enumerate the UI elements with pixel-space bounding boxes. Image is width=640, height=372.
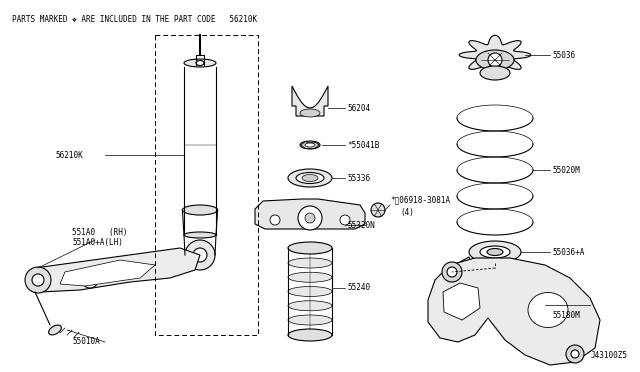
Text: 55240: 55240	[347, 283, 370, 292]
Ellipse shape	[182, 205, 218, 215]
Circle shape	[32, 274, 44, 286]
Polygon shape	[443, 283, 480, 320]
Circle shape	[193, 248, 207, 262]
Ellipse shape	[184, 59, 216, 67]
Ellipse shape	[300, 109, 320, 117]
Ellipse shape	[302, 174, 318, 182]
Polygon shape	[459, 35, 531, 75]
Ellipse shape	[305, 143, 315, 147]
Text: 55010A: 55010A	[72, 337, 100, 346]
Circle shape	[270, 215, 280, 225]
Polygon shape	[428, 258, 600, 365]
Polygon shape	[292, 86, 328, 116]
Polygon shape	[255, 199, 365, 229]
Ellipse shape	[476, 50, 514, 70]
Ellipse shape	[296, 173, 324, 183]
Text: *55041B: *55041B	[347, 141, 380, 150]
Ellipse shape	[528, 292, 568, 327]
Ellipse shape	[487, 248, 503, 256]
Text: 56210K: 56210K	[55, 151, 83, 160]
Ellipse shape	[480, 66, 510, 80]
Circle shape	[371, 203, 385, 217]
Polygon shape	[60, 260, 155, 286]
Circle shape	[298, 206, 322, 230]
Text: (4): (4)	[400, 208, 414, 217]
Ellipse shape	[184, 232, 216, 238]
Ellipse shape	[288, 242, 332, 254]
Text: 55036: 55036	[552, 51, 575, 60]
Ellipse shape	[49, 325, 61, 335]
Ellipse shape	[288, 258, 332, 268]
Ellipse shape	[196, 61, 204, 65]
Polygon shape	[457, 257, 473, 277]
Text: 55020M: 55020M	[552, 166, 580, 174]
Circle shape	[123, 263, 137, 277]
Circle shape	[447, 267, 457, 277]
Text: J43100Z5: J43100Z5	[591, 351, 628, 360]
Ellipse shape	[300, 141, 320, 149]
Circle shape	[340, 215, 350, 225]
Text: 55036+A: 55036+A	[552, 247, 584, 257]
Circle shape	[571, 350, 579, 358]
Ellipse shape	[288, 301, 332, 311]
Text: 56204: 56204	[347, 103, 370, 112]
Text: 55180M: 55180M	[552, 311, 580, 320]
Circle shape	[442, 262, 462, 282]
Text: *ⓝ06918-3081A: *ⓝ06918-3081A	[390, 196, 450, 205]
Text: 55320N: 55320N	[347, 221, 375, 230]
Ellipse shape	[288, 272, 332, 282]
Text: 551A0   (RH): 551A0 (RH)	[72, 228, 127, 237]
Circle shape	[185, 240, 215, 270]
Ellipse shape	[288, 329, 332, 341]
Text: PARTS MARKED ❖ ARE INCLUDED IN THE PART CODE   56210K: PARTS MARKED ❖ ARE INCLUDED IN THE PART …	[12, 15, 257, 24]
Circle shape	[25, 267, 51, 293]
Ellipse shape	[469, 241, 521, 263]
Ellipse shape	[288, 169, 332, 187]
Circle shape	[82, 272, 98, 288]
Ellipse shape	[480, 246, 510, 258]
Circle shape	[488, 53, 502, 67]
Ellipse shape	[288, 286, 332, 296]
Text: 551A0+A(LH): 551A0+A(LH)	[72, 237, 123, 247]
Text: 55336: 55336	[347, 173, 370, 183]
Circle shape	[305, 213, 315, 223]
Ellipse shape	[288, 315, 332, 325]
Polygon shape	[28, 248, 200, 292]
Circle shape	[566, 345, 584, 363]
